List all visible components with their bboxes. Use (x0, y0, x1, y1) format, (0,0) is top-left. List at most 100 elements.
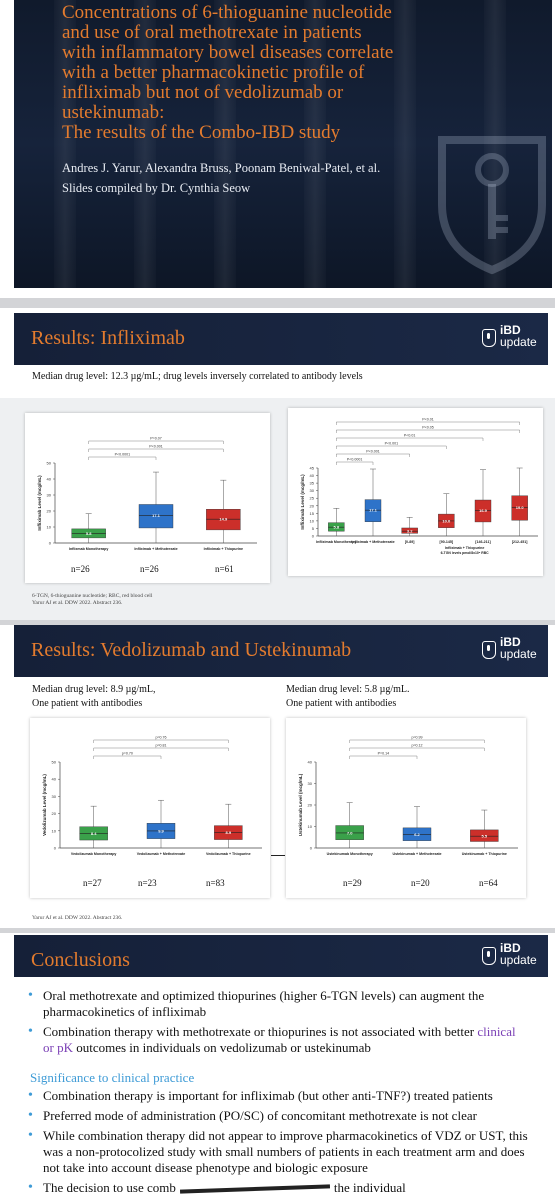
logo-line1: iBD (500, 635, 521, 649)
title-slide: Concentrations of 6-thioguanine nucleoti… (0, 0, 555, 298)
n-label: n=26 (140, 564, 159, 574)
significance-bracket (93, 739, 229, 743)
y-tick-label: 40 (310, 473, 315, 478)
y-axis-label: Vedolizumab Level (mcg/mL) (42, 774, 47, 836)
significance-bracket (88, 456, 157, 460)
box-2 (470, 829, 499, 842)
significance-item: The decision to use comb the individual (28, 1180, 528, 1196)
significance-bracket (88, 448, 224, 452)
category-label: Ustekinumab + Methotrexate (392, 852, 441, 856)
significance-bracket (336, 461, 374, 465)
n-label: n=61 (215, 564, 234, 574)
logo-line2: update (500, 953, 537, 967)
category-label: [0-89] (405, 540, 415, 544)
authors: Andres J. Yarur, Alexandra Bruss, Poonam… (62, 158, 380, 198)
y-tick-label: 20 (52, 811, 57, 816)
box-0 (71, 528, 106, 539)
uste-caption: Median drug level: 5.8 µg/mL. One patien… (286, 683, 410, 711)
p-value-label: p=0.81 (155, 744, 166, 748)
group-sublabel: 6-TGN levels pmol/8x10⁸ RBC (441, 551, 490, 555)
category-label: Vedolizumab Monotherapy (71, 852, 117, 856)
significance-bracket (336, 437, 484, 441)
caption-line: One patient with antibodies (286, 698, 397, 709)
box-0 (335, 825, 364, 840)
y-tick-label: 50 (47, 461, 52, 466)
category-label: Infliximab Monotherapy (316, 540, 356, 544)
title-line: with a better pharmacokinetic profile of (62, 62, 365, 83)
chart-vedolizumab-svg: 0 10 20 30 40 50 Vedolizumab Level (mcg/mL) 8.4… (42, 736, 262, 856)
significance-item: Combination therapy is important for inf… (28, 1088, 528, 1104)
conclusion-list: Oral methotrexate and optimized thiopuri… (28, 988, 528, 1060)
category-label: Infliximab + Methotrexate (351, 540, 394, 544)
highlight-text: clinical or pK (43, 1024, 516, 1055)
p-value-label: p=0.70 (122, 752, 133, 756)
y-tick-label: 45 (310, 466, 315, 471)
p-value-label: p=0.99 (411, 736, 422, 740)
conclusions-slide: Conclusions iBD update Oral methotrexate… (0, 933, 555, 1200)
significance-bracket (93, 755, 162, 759)
logo-line2: update (500, 647, 537, 661)
keyhole-icon (482, 329, 496, 347)
box-1 (138, 504, 174, 529)
p-value-label: P<0.001 (149, 445, 163, 449)
y-tick-label: 50 (52, 760, 57, 765)
title-line: and use of oral methotrexate in patients (62, 22, 362, 43)
n-label: n=27 (83, 878, 102, 888)
category-label: Infliximab + Methotrexate (134, 547, 177, 551)
y-tick-label: 25 (310, 496, 315, 501)
category-label: [90-145] (440, 540, 454, 544)
significance-item: While combination therapy did not appear… (28, 1128, 528, 1176)
footnote: 6-TGN, 6-thioguanine nucleotide; RBC, re… (32, 593, 153, 599)
keyhole-icon (482, 947, 496, 965)
caption-line: One patient with antibodies (32, 698, 143, 709)
p-value-label: P<0.01 (422, 418, 434, 422)
slide-title: Concentrations of 6-thioguanine nucleoti… (62, 3, 442, 143)
conclusion-item: Combination therapy with methotrexate or… (28, 1024, 528, 1056)
slide-heading: Results: Infliximab (31, 327, 185, 349)
y-axis-label: Ustekinumab Level (mcg/mL) (298, 773, 303, 836)
title-line: Concentrations of 6-thioguanine nucleoti… (62, 2, 392, 23)
slide-separator (0, 928, 555, 933)
y-tick-label: 0 (49, 541, 52, 546)
box-1 (402, 827, 432, 841)
ibd-update-logo: iBD update (482, 323, 538, 355)
median-label: 17.1 (369, 508, 378, 513)
infliximab-slide: Results: Infliximab iBD update Median dr… (0, 308, 555, 620)
median-label: 10.0 (442, 518, 451, 523)
median-label: 7.0 (347, 830, 353, 835)
significance-bracket (336, 429, 520, 433)
logo-line1: iBD (500, 323, 521, 337)
y-tick-label: 15 (310, 511, 315, 516)
significance-bracket (336, 445, 447, 449)
footnote: Yarur AJ et al. DDW 2022. Abstract 236. (32, 600, 123, 606)
box-5 (511, 495, 528, 521)
y-tick-label: 30 (310, 488, 315, 493)
median-label: 8.4 (91, 831, 97, 836)
y-tick-label: 20 (310, 503, 315, 508)
significance-bracket (349, 755, 418, 759)
divider-line (271, 855, 285, 856)
significance-item: Preferred mode of administration (PO/SC)… (28, 1108, 528, 1124)
vedo-uste-slide: Results: Vedolizumab and Ustekinumab iBD… (0, 625, 555, 928)
y-tick-label: 0 (310, 846, 313, 851)
chart-infliximab-b-svg: 0 5 10 15 20 25 30 35 40 45 Infliximab Level (mcg/… (300, 418, 538, 555)
y-tick-label: 10 (47, 525, 52, 530)
conclusion-item: Oral methotrexate and optimized thiopuri… (28, 988, 528, 1020)
y-tick-label: 5 (312, 526, 315, 531)
slide-separator (0, 298, 555, 308)
y-tick-label: 35 (310, 481, 315, 486)
p-value-label: P=0.07 (150, 437, 162, 441)
significance-heading: Significance to clinical practice (30, 1070, 195, 1085)
category-label: Vedolizumab + Methotrexate (137, 852, 185, 856)
scribble-mark (179, 1184, 330, 1194)
p-value-label: P<0.0001 (347, 458, 363, 462)
significance-list: Combination therapy is important for inf… (28, 1088, 528, 1200)
y-tick-label: 20 (47, 509, 52, 514)
logo-line1: iBD (500, 941, 521, 955)
p-value-label: p=0.76 (155, 736, 166, 740)
n-label: n=26 (71, 564, 90, 574)
infliximab-footnotes: 6-TGN, 6-thioguanine nucleotide; RBC, re… (32, 593, 152, 607)
y-tick-label: 30 (47, 493, 52, 498)
y-tick-label: 20 (308, 803, 313, 808)
chart-infliximab-b: 0 5 10 15 20 25 30 35 40 45 Infliximab Level (mcg/… (288, 408, 543, 576)
